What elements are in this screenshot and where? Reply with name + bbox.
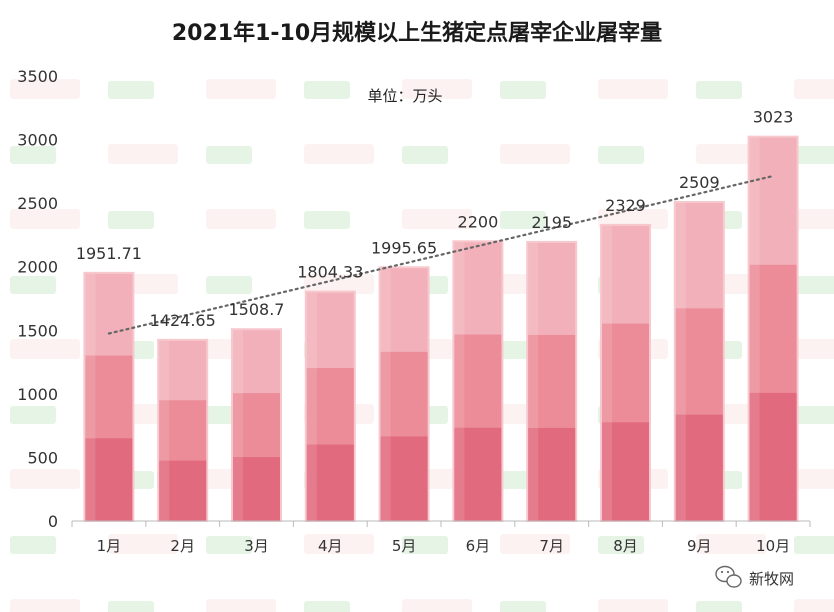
- data-label: 1424.65: [150, 311, 216, 330]
- credit-text: 新牧网: [749, 570, 794, 588]
- watermark: [304, 144, 448, 164]
- y-tick-label: 2500: [17, 194, 58, 213]
- unit-label: 单位：万头: [367, 87, 442, 105]
- wechat-icon: [715, 565, 742, 588]
- watermark: [794, 79, 834, 99]
- x-tick-label: 5月: [392, 537, 417, 555]
- watermark: [108, 534, 252, 554]
- data-labels: 1951.71 1424.65 1508.7 1804.33 1995.65 2200 21…: [76, 108, 794, 330]
- bar: [673, 200, 725, 522]
- y-tick-label: 500: [27, 448, 58, 467]
- bar: [83, 271, 135, 522]
- bar: [747, 135, 799, 522]
- data-label: 2195: [531, 213, 572, 232]
- data-label: 1508.7: [229, 300, 285, 319]
- watermark: [10, 146, 56, 164]
- watermark: [402, 599, 546, 612]
- watermark: [500, 534, 644, 554]
- x-tick-label: 1月: [97, 537, 122, 555]
- watermark: [794, 469, 834, 489]
- bar: [157, 338, 209, 523]
- watermark: [696, 534, 834, 554]
- chart-title: 2021年1-10月规模以上生猪定点屠宰企业屠宰量: [172, 20, 662, 46]
- x-tick-label: 3月: [244, 537, 269, 555]
- watermark: [500, 144, 644, 164]
- x-tick-label: 8月: [613, 537, 638, 555]
- y-tick-label: 3000: [17, 131, 58, 150]
- y-tick-label: 2000: [17, 258, 58, 277]
- watermark: [10, 406, 56, 424]
- watermark: [304, 534, 448, 554]
- watermark: [206, 209, 350, 229]
- y-axis: 0 500 1000 1500 2000 2500 3000 3500: [17, 67, 58, 531]
- watermark: [402, 209, 546, 229]
- bar: [231, 328, 282, 522]
- bars: [83, 135, 799, 523]
- trendline-layer: [107, 174, 775, 335]
- x-tick-label: 10月: [756, 537, 790, 555]
- watermark: [206, 599, 350, 612]
- watermark: [10, 276, 56, 294]
- data-label: 2200: [458, 212, 499, 231]
- x-tick-label: 7月: [539, 537, 564, 555]
- data-label: 1951.71: [76, 244, 142, 263]
- x-tick-label: 4月: [318, 537, 343, 555]
- data-label: 1995.65: [371, 238, 437, 257]
- y-tick-label: 0: [48, 512, 58, 531]
- watermark: [206, 79, 350, 99]
- watermark: [10, 79, 154, 99]
- watermark: [402, 79, 546, 99]
- watermark: [794, 599, 834, 612]
- bar: [526, 240, 578, 523]
- x-axis: 1月 2月 3月 4月 5月 6月 7月 8月 9月 10月: [71, 520, 811, 555]
- x-tick-label: 6月: [466, 537, 491, 555]
- x-tick-label: 2月: [170, 537, 195, 555]
- bar: [378, 266, 430, 522]
- bar: [600, 223, 651, 523]
- trendline: [107, 174, 775, 335]
- data-label: 2509: [679, 173, 720, 192]
- watermark: [598, 79, 742, 99]
- watermark: [794, 339, 834, 359]
- credit: 新牧网: [715, 565, 794, 588]
- y-tick-label: 1000: [17, 385, 58, 404]
- bar: [452, 240, 504, 523]
- watermark: [10, 536, 56, 554]
- data-label: 2329: [605, 196, 646, 215]
- watermark: [10, 599, 154, 612]
- data-label: 3023: [753, 108, 794, 127]
- data-label: 1804.33: [297, 263, 363, 282]
- watermark: [10, 209, 154, 229]
- y-tick-label: 3500: [17, 67, 58, 86]
- watermark: [794, 209, 834, 229]
- x-tick-label: 9月: [687, 537, 712, 555]
- watermark: [598, 599, 742, 612]
- y-tick-label: 1500: [17, 321, 58, 340]
- watermark: [108, 144, 252, 164]
- bar: [304, 290, 356, 522]
